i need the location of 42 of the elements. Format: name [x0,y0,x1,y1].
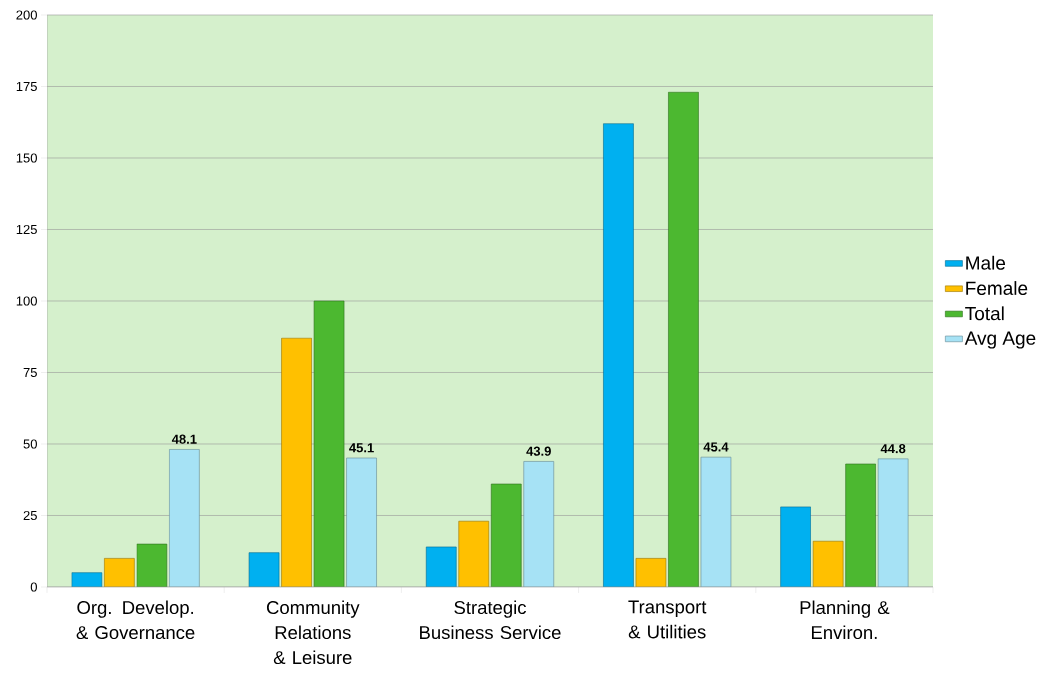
x-tick-label: Transport & Utilities [628,600,707,639]
bar [812,540,844,587]
bar [346,457,377,587]
x-tick-label: Org. Develop. & Governance [76,600,195,640]
data-label: 45.1 [349,443,374,453]
bar [313,300,345,587]
bar [169,449,200,587]
y-tick-label: 25 [23,510,37,521]
bar [136,543,168,587]
data-label: 45.4 [703,442,729,452]
x-tick-label: Strategic Business Service [420,600,561,640]
bar [877,458,909,587]
data-label: 48.1 [171,434,197,444]
y-tick-label: 100 [16,296,37,306]
y-tick-label: 50 [23,439,37,449]
y-tick-label: 150 [16,153,37,163]
legend-label: Total [965,306,1004,321]
x-tick-label: Community Relations & Leisure [266,600,360,665]
bar [603,123,634,587]
bar [668,91,699,587]
data-label: 43.9 [526,446,551,456]
y-tick-label: 200 [16,10,37,20]
data-label: 44.8 [880,444,906,454]
legend-label: Avg Age [964,331,1036,349]
bar [248,552,280,587]
bar [425,546,457,587]
legend-label: Male [966,255,1006,270]
x-tick-label: Planning & Environ. [800,600,890,640]
bar [780,506,811,587]
bar [458,520,490,587]
y-tick-label: 0 [30,582,37,592]
bar [104,558,135,587]
bar [635,558,667,587]
bar [490,483,522,587]
legend-label: Female [966,281,1028,296]
bar [281,337,312,587]
y-tick-label: 175 [16,81,37,92]
y-tick-label: 125 [16,224,37,235]
y-tick-label: 75 [23,367,37,378]
bar [845,463,876,587]
bar [523,461,555,587]
bar [700,456,732,587]
